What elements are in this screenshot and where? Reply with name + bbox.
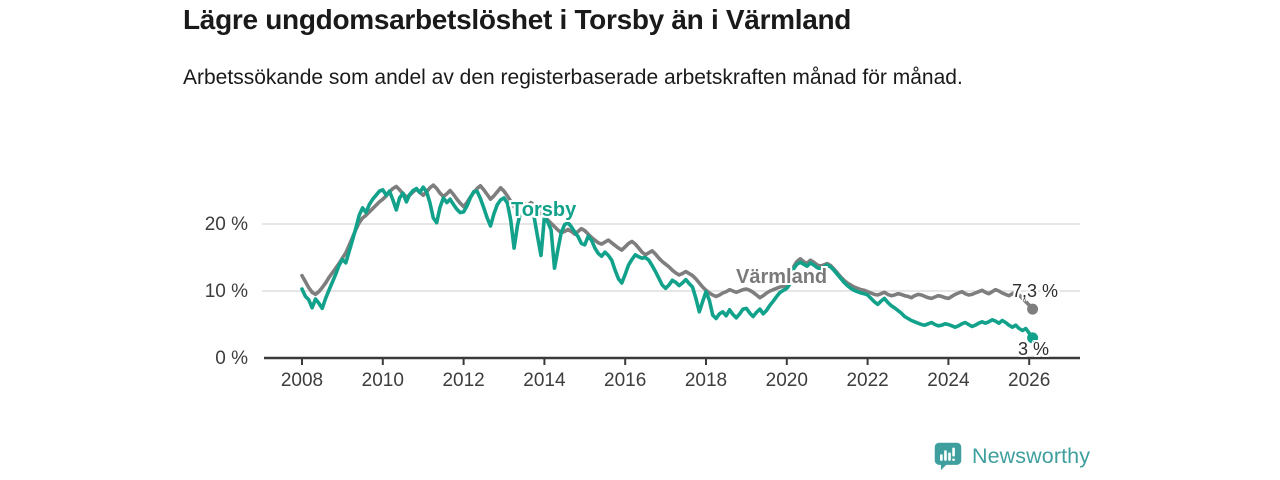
series-label-torsby: Torsby bbox=[511, 199, 577, 221]
svg-text:2012: 2012 bbox=[442, 370, 484, 391]
series-label-varmland: Värmland bbox=[736, 266, 828, 288]
svg-text:20 %: 20 % bbox=[205, 214, 248, 235]
chart-subtitle: Arbetssökande som andel av den registerb… bbox=[183, 66, 963, 89]
newsworthy-wordmark: Newsworthy bbox=[972, 443, 1091, 468]
svg-text:2022: 2022 bbox=[846, 370, 888, 391]
svg-text:2018: 2018 bbox=[685, 370, 727, 391]
svg-text:2016: 2016 bbox=[604, 370, 646, 391]
newsworthy-logo-icon bbox=[933, 441, 963, 471]
end-value-torsby: 3 % bbox=[1018, 339, 1050, 359]
svg-text:2020: 2020 bbox=[766, 370, 808, 391]
svg-text:2014: 2014 bbox=[523, 370, 566, 391]
svg-text:0 %: 0 % bbox=[215, 348, 248, 369]
svg-text:2010: 2010 bbox=[362, 370, 404, 391]
svg-text:2008: 2008 bbox=[281, 370, 323, 391]
end-value-varmland: 7,3 % bbox=[1012, 281, 1059, 301]
svg-text:10 %: 10 % bbox=[205, 281, 248, 302]
svg-text:2024: 2024 bbox=[927, 370, 970, 391]
newsworthy-logo[interactable]: Newsworthy bbox=[933, 441, 1090, 471]
page-title: Lägre ungdomsarbetslöshet i Torsby än i … bbox=[183, 4, 852, 35]
svg-text:2026: 2026 bbox=[1008, 370, 1050, 391]
